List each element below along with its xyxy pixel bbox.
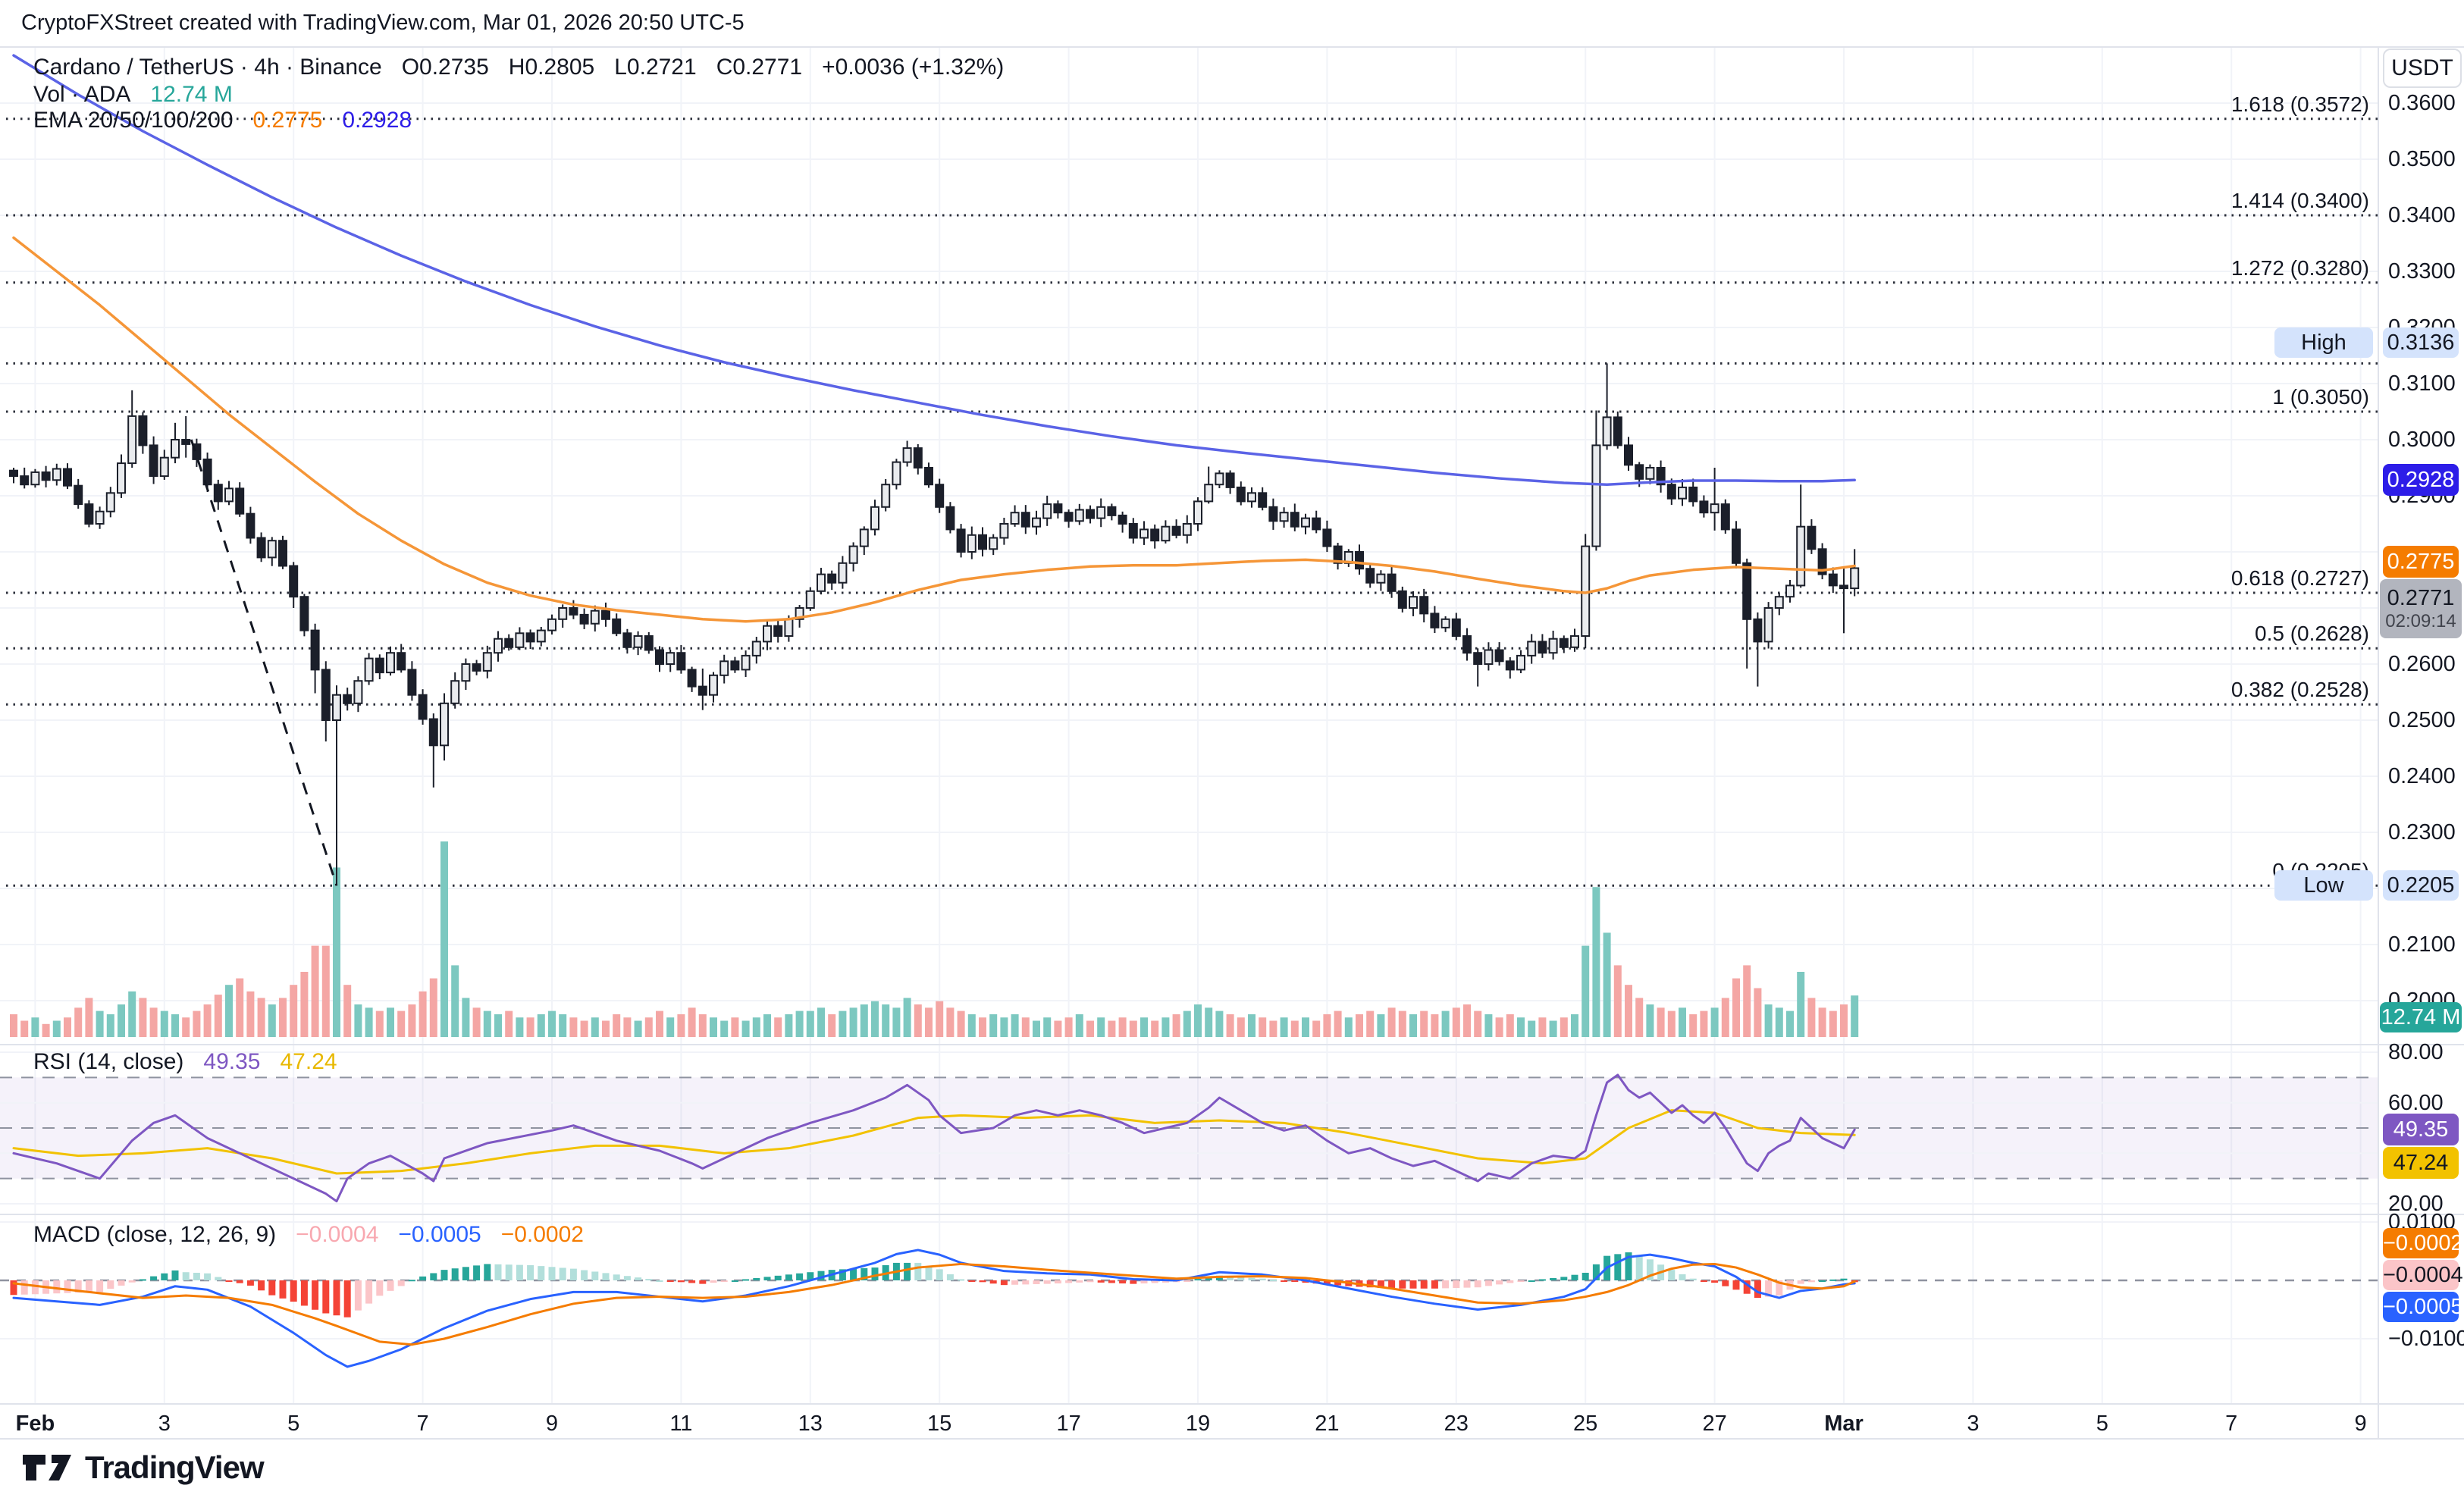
rsi-legend[interactable]: RSI (14, close) 49.35 47.24	[33, 1049, 337, 1075]
symbol-title: Cardano / TetherUS · 4h · Binance	[33, 55, 382, 80]
ema-slow-value: 0.2928	[342, 108, 412, 133]
macd-title: MACD (close, 12, 26, 9)	[33, 1222, 277, 1247]
volume-legend[interactable]: Vol · ADA 12.74 M	[33, 82, 233, 108]
tradingview-logo[interactable]: TradingView	[21, 1449, 265, 1486]
rsi-value: 49.35	[203, 1049, 261, 1074]
tradingview-logo-text: TradingView	[85, 1449, 265, 1485]
ema-fast-value: 0.2775	[252, 108, 323, 133]
ohlc-change: +0.0036 (+1.32%)	[822, 55, 1005, 80]
attribution-text: CryptoFXStreet created with TradingView.…	[21, 11, 745, 35]
macd-signal-value: −0.0002	[500, 1222, 584, 1247]
ema-label: EMA 20/50/100/200	[33, 108, 234, 133]
rsi-ma-value: 47.24	[280, 1049, 337, 1074]
macd-hist-value: −0.0004	[296, 1222, 379, 1247]
ohlc-low: L0.2721	[614, 55, 697, 80]
ohlc-close: C0.2771	[716, 55, 803, 80]
rsi-title: RSI (14, close)	[33, 1049, 184, 1074]
currency-button[interactable]: USDT	[2383, 49, 2462, 88]
macd-line-value: −0.0005	[398, 1222, 481, 1247]
volume-label: Vol · ADA	[33, 82, 131, 107]
symbol-legend[interactable]: Cardano / TetherUS · 4h · Binance O0.273…	[33, 55, 1004, 80]
ema-legend[interactable]: EMA 20/50/100/200 0.2775 0.2928	[33, 108, 412, 133]
tradingview-logo-icon	[23, 1455, 71, 1480]
ohlc-open: O0.2735	[401, 55, 489, 80]
ohlc-high: H0.2805	[508, 55, 595, 80]
volume-value: 12.74 M	[150, 82, 233, 107]
macd-legend[interactable]: MACD (close, 12, 26, 9) −0.0004 −0.0005 …	[33, 1222, 584, 1248]
